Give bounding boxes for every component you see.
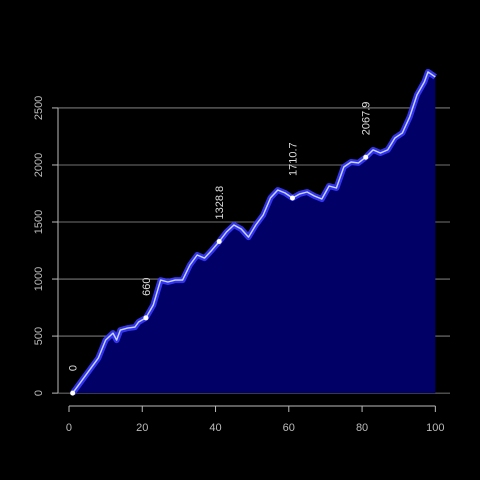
point-label: 0 xyxy=(68,365,80,371)
labeled-point xyxy=(289,195,295,201)
y-tick-label: 500 xyxy=(33,327,45,345)
x-tick-label: 80 xyxy=(356,422,368,434)
point-label: 1328.8 xyxy=(214,186,226,220)
y-tick-label: 1500 xyxy=(33,210,45,234)
x-tick-label: 100 xyxy=(426,422,444,434)
labeled-point xyxy=(70,390,76,396)
x-tick-label: 20 xyxy=(136,422,148,434)
y-tick-label: 2000 xyxy=(33,153,45,177)
y-tick-label: 0 xyxy=(33,390,45,396)
x-tick-label: 40 xyxy=(209,422,221,434)
y-tick-label: 1000 xyxy=(33,267,45,291)
x-tick-label: 0 xyxy=(66,422,72,434)
line xyxy=(72,71,436,394)
labeled-point xyxy=(216,239,222,245)
point-label: 1710.7 xyxy=(287,142,299,176)
point-label: 2067.9 xyxy=(361,102,373,136)
y-tick-label: 2500 xyxy=(33,96,45,120)
x-tick-label: 60 xyxy=(283,422,295,434)
labeled-point xyxy=(363,154,369,160)
point-label: 660 xyxy=(141,277,153,295)
labeled-point xyxy=(143,315,149,321)
